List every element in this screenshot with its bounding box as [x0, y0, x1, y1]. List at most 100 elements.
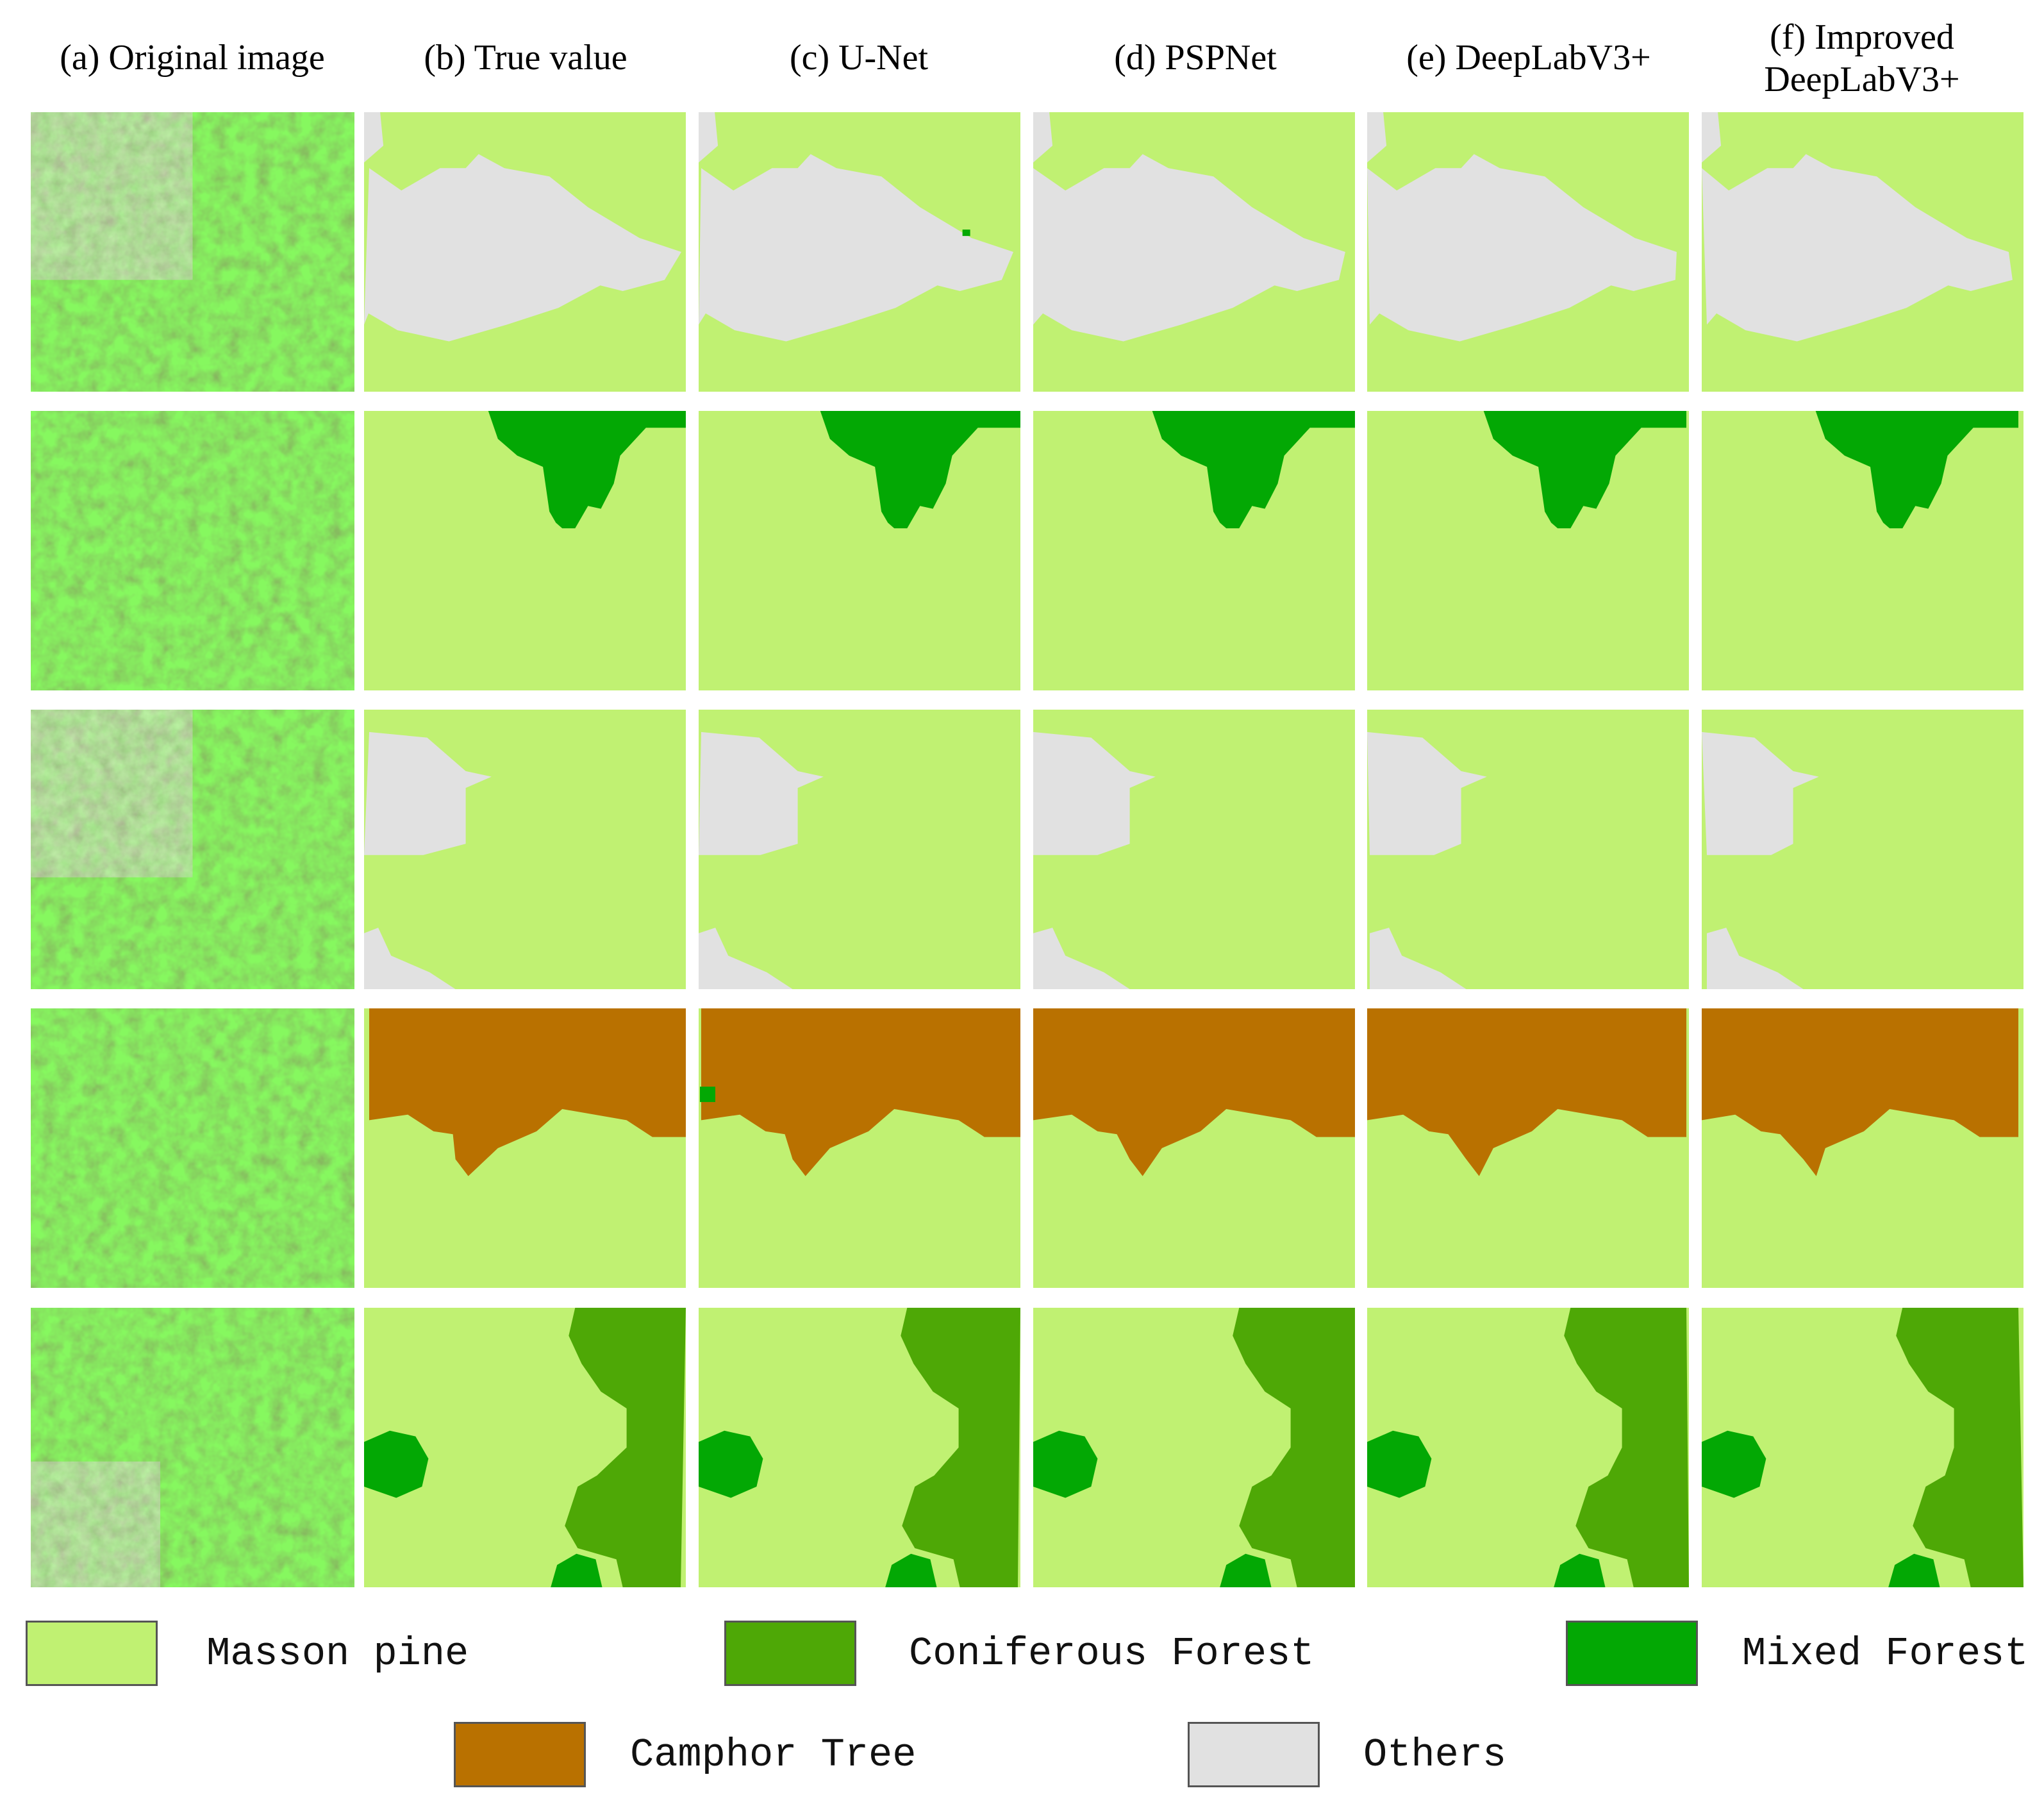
cell-row2-col6: [1702, 411, 2023, 690]
column-title-b: (b) True value: [424, 38, 627, 78]
cell-row5-col5: [1367, 1308, 1689, 1587]
canopy-texture-pink: [31, 710, 193, 878]
others-region: [1702, 154, 2013, 342]
others-region: [1033, 112, 1053, 163]
cell-row5-col2: [364, 1308, 686, 1587]
cell-row3-col6: [1702, 710, 2023, 989]
others-region: [364, 928, 456, 989]
others-region: [364, 154, 681, 342]
cell-row5-col3: [699, 1308, 1020, 1587]
mixed-forest-region: [1220, 1553, 1272, 1587]
camphor-tree-region: [1367, 1008, 1686, 1176]
mixed-forest-region: [1367, 1430, 1432, 1498]
mixed-forest-region: [885, 1553, 937, 1587]
mixed-forest-region: [1152, 411, 1355, 529]
camphor-tree-region: [369, 1008, 686, 1176]
cell-row3-col2: [364, 710, 686, 989]
column-title-c: (c) U-Net: [789, 38, 929, 78]
others-region: [1367, 731, 1487, 855]
cell-row5-col4: [1033, 1308, 1355, 1587]
others-region: [699, 112, 719, 163]
others-region: [699, 731, 824, 855]
legend-swatch-masson-pine: [26, 1621, 158, 1686]
cell-row4-col6: [1702, 1008, 2023, 1288]
coniferous-forest-region: [1896, 1308, 2023, 1587]
legend-label-masson-pine: Masson pine: [206, 1631, 469, 1676]
canopy-texture-pink: [31, 112, 193, 280]
coniferous-forest-region: [1564, 1308, 1689, 1587]
others-region: [1370, 928, 1467, 989]
others-region: [699, 154, 1013, 342]
cell-row3-col4: [1033, 710, 1355, 989]
others-region: [364, 731, 492, 855]
mixed-forest-spot: [700, 1087, 715, 1103]
column-title-e: (e) DeepLabV3+: [1406, 38, 1651, 78]
mixed-forest-region: [1554, 1553, 1606, 1587]
mixed-forest-region: [820, 411, 1020, 529]
canopy-texture-pink: [31, 1461, 160, 1587]
camphor-tree-region: [1033, 1008, 1355, 1176]
others-region: [1033, 154, 1345, 342]
others-region: [1702, 112, 1722, 163]
cell-row1-col4: [1033, 112, 1355, 392]
cell-row1-col5: [1367, 112, 1689, 392]
mixed-forest-region: [488, 411, 686, 529]
cell-row3-col3: [699, 710, 1020, 989]
column-title-f-line2: DeepLabV3+: [1764, 60, 1960, 99]
others-region: [1367, 112, 1387, 163]
others-region: [1367, 154, 1677, 342]
others-region: [1033, 928, 1130, 989]
cell-row2-col2: [364, 411, 686, 690]
mixed-forest-region: [1033, 1430, 1098, 1498]
cell-row4-col4: [1033, 1008, 1355, 1288]
cell-row2-col3: [699, 411, 1020, 690]
cell-row2-col1: [31, 411, 354, 690]
cell-row1-col1: [31, 112, 354, 392]
legend-label-camphor-tree: Camphor Tree: [630, 1732, 917, 1778]
legend-swatch-camphor-tree: [454, 1722, 586, 1787]
mixed-forest-region: [551, 1553, 602, 1587]
mixed-forest-region: [1483, 411, 1686, 529]
coniferous-forest-region: [901, 1308, 1020, 1587]
cell-row5-col6: [1702, 1308, 2023, 1587]
cell-row2-col5: [1367, 411, 1689, 690]
column-title-a: (a) Original image: [60, 38, 325, 78]
legend-label-mixed-forest: Mixed Forest: [1742, 1631, 2029, 1676]
cell-row4-col1: [31, 1008, 354, 1288]
mixed-forest-region: [1888, 1553, 1940, 1587]
cell-row4-col3: [699, 1008, 1020, 1288]
legend-label-coniferous-forest: Coniferous Forest: [909, 1631, 1315, 1676]
cell-row5-col1: [31, 1308, 354, 1587]
cell-row1-col3: [699, 112, 1020, 392]
mixed-forest-region: [364, 1430, 429, 1498]
canopy-texture: [31, 1008, 354, 1288]
mixed-forest-region: [1702, 1430, 1766, 1498]
column-title-d: (d) PSPNet: [1114, 38, 1277, 78]
cell-row3-col1: [31, 710, 354, 989]
cell-row1-col2: [364, 112, 686, 392]
others-region: [1702, 731, 1819, 855]
canopy-texture: [31, 411, 354, 690]
legend-swatch-others: [1188, 1722, 1320, 1787]
camphor-tree-region: [1702, 1008, 2018, 1176]
cell-row3-col5: [1367, 710, 1689, 989]
others-region: [1707, 928, 1804, 989]
column-title-f: (f) Improved: [1770, 17, 1954, 57]
cell-row4-col5: [1367, 1008, 1689, 1288]
others-region: [364, 112, 384, 163]
legend-label-others: Others: [1363, 1732, 1507, 1778]
coniferous-forest-region: [565, 1308, 686, 1587]
others-region: [699, 928, 793, 989]
mixed-forest-region: [699, 1430, 763, 1498]
mixed-forest-spot: [962, 230, 970, 237]
legend-swatch-coniferous-forest: [724, 1621, 856, 1686]
cell-row4-col2: [364, 1008, 686, 1288]
cell-row1-col6: [1702, 112, 2023, 392]
coniferous-forest-region: [1233, 1308, 1355, 1587]
legend-swatch-mixed-forest: [1566, 1621, 1698, 1686]
cell-row2-col4: [1033, 411, 1355, 690]
camphor-tree-region: [701, 1008, 1020, 1176]
mixed-forest-region: [1815, 411, 2018, 529]
others-region: [1033, 731, 1156, 855]
